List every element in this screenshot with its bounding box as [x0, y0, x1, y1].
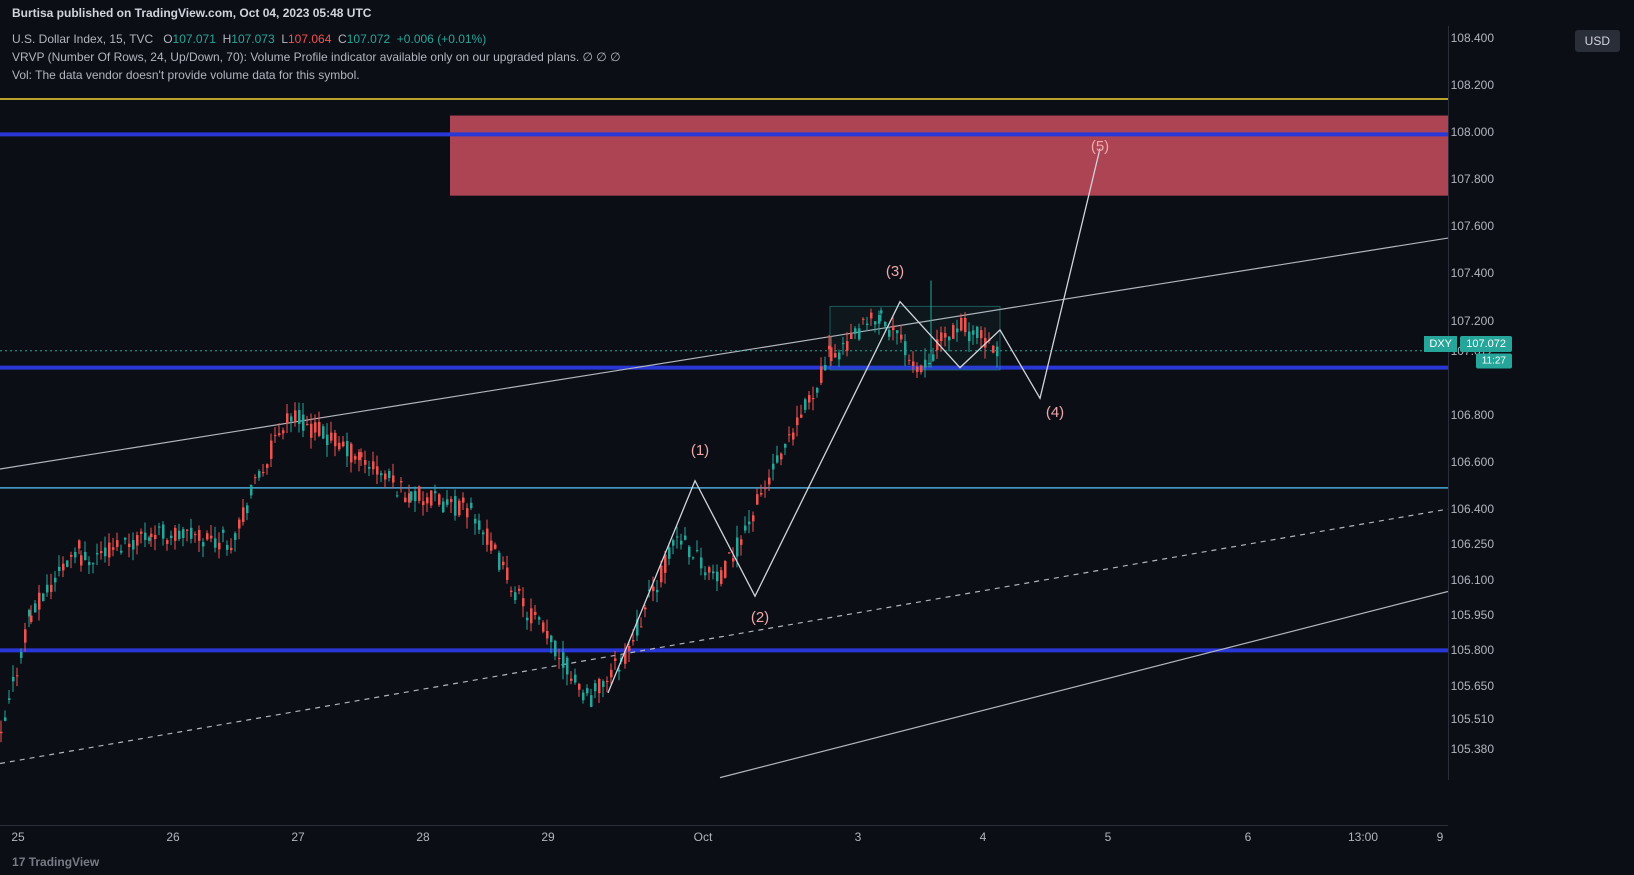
- symbol-badge: DXY: [1424, 336, 1457, 352]
- time-tick: 27: [291, 830, 304, 844]
- price-tick: 107.200: [1450, 314, 1494, 328]
- time-tick: 25: [11, 830, 24, 844]
- svg-text:(4): (4): [1046, 404, 1064, 421]
- time-tick: 9: [1437, 830, 1444, 844]
- price-tick: 107.400: [1450, 266, 1494, 280]
- svg-text:(2): (2): [751, 609, 769, 626]
- time-tick: 28: [416, 830, 429, 844]
- time-tick: 3: [855, 830, 862, 844]
- price-tick: 106.100: [1450, 573, 1494, 587]
- price-tick: 105.800: [1450, 643, 1494, 657]
- price-tick: 108.400: [1450, 31, 1494, 45]
- price-tick: 108.000: [1450, 125, 1494, 139]
- time-tick: 6: [1245, 830, 1252, 844]
- price-tick: 105.380: [1450, 742, 1494, 756]
- price-tick: 105.650: [1450, 679, 1494, 693]
- price-tick: 107.800: [1450, 172, 1494, 186]
- price-tick: 107.600: [1450, 219, 1494, 233]
- time-axis[interactable]: 25 26 27 28 29 Oct 3 4 5 6 13:00 9: [0, 825, 1448, 845]
- price-tick: 106.600: [1450, 455, 1494, 469]
- time-tick: Oct: [694, 830, 713, 844]
- svg-text:(5): (5): [1091, 138, 1109, 155]
- price-tick: 105.950: [1450, 608, 1494, 622]
- time-tick: 13:00: [1348, 830, 1378, 844]
- price-tick: 105.510: [1450, 712, 1494, 726]
- chart-canvas[interactable]: (1) (2) (3) (4) (5): [0, 26, 1448, 780]
- price-tick: 106.250: [1450, 537, 1494, 551]
- svg-text:(3): (3): [886, 263, 904, 280]
- price-tick: 106.400: [1450, 502, 1494, 516]
- publish-header: Burtisa published on TradingView.com, Oc…: [12, 6, 371, 20]
- time-tick: 4: [980, 830, 987, 844]
- price-tick: 106.800: [1450, 408, 1494, 422]
- time-tick: 26: [166, 830, 179, 844]
- countdown-badge: 11:27: [1476, 353, 1512, 368]
- time-tick: 29: [541, 830, 554, 844]
- price-axis[interactable]: 108.400 108.200 108.000 107.800 107.600 107.4…: [1448, 26, 1634, 780]
- tradingview-logo: 17 TradingView: [12, 855, 99, 869]
- svg-text:(1): (1): [691, 442, 709, 459]
- price-tick: 108.200: [1450, 78, 1494, 92]
- time-tick: 5: [1105, 830, 1112, 844]
- price-badge: 107.072: [1460, 336, 1512, 352]
